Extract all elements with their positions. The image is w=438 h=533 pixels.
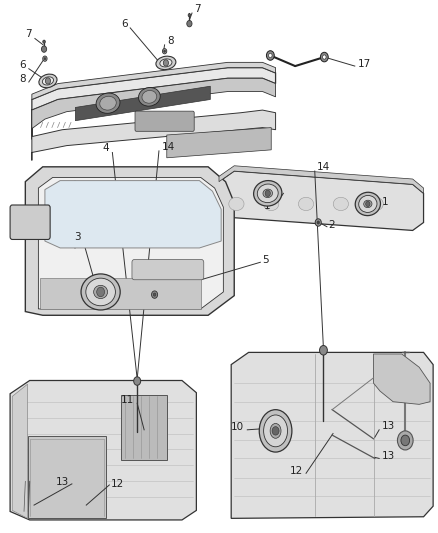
Circle shape	[315, 219, 321, 226]
Circle shape	[153, 293, 156, 296]
Text: 6: 6	[19, 60, 26, 70]
Text: 3: 3	[74, 232, 81, 242]
Circle shape	[46, 78, 50, 84]
Text: 17: 17	[357, 59, 371, 69]
Ellipse shape	[259, 410, 292, 452]
Text: 8: 8	[19, 74, 26, 84]
Circle shape	[265, 190, 270, 197]
Text: 14: 14	[162, 142, 175, 152]
Ellipse shape	[81, 274, 120, 310]
Circle shape	[134, 377, 141, 385]
Text: 13: 13	[382, 451, 396, 461]
Polygon shape	[219, 171, 424, 230]
Polygon shape	[25, 167, 234, 316]
Ellipse shape	[160, 59, 172, 67]
Circle shape	[322, 55, 326, 59]
Polygon shape	[219, 166, 424, 193]
Circle shape	[187, 20, 192, 27]
Ellipse shape	[156, 56, 176, 70]
Text: 12: 12	[111, 479, 124, 489]
Circle shape	[188, 13, 191, 17]
FancyBboxPatch shape	[10, 205, 50, 239]
Circle shape	[44, 58, 46, 60]
Polygon shape	[32, 68, 276, 139]
Circle shape	[43, 56, 47, 61]
FancyBboxPatch shape	[132, 260, 204, 280]
Text: 7: 7	[25, 29, 32, 39]
Ellipse shape	[264, 197, 279, 211]
Ellipse shape	[42, 77, 53, 85]
Text: 8: 8	[167, 36, 173, 46]
Circle shape	[320, 345, 327, 355]
Circle shape	[366, 201, 370, 207]
Circle shape	[397, 431, 413, 450]
Polygon shape	[32, 62, 276, 100]
Ellipse shape	[368, 197, 383, 211]
Text: 13: 13	[382, 421, 396, 431]
Circle shape	[164, 50, 166, 52]
Ellipse shape	[96, 93, 120, 114]
Text: 4: 4	[102, 143, 110, 153]
Text: 1: 1	[382, 197, 389, 207]
Circle shape	[266, 51, 274, 60]
Polygon shape	[10, 381, 196, 520]
Circle shape	[272, 426, 279, 435]
Polygon shape	[32, 78, 276, 139]
Ellipse shape	[138, 87, 160, 106]
Polygon shape	[167, 127, 271, 158]
Text: 7: 7	[194, 4, 201, 14]
Text: 14: 14	[317, 162, 330, 172]
Text: 15: 15	[18, 215, 32, 225]
Ellipse shape	[39, 74, 57, 88]
Ellipse shape	[229, 197, 244, 211]
Text: 12: 12	[290, 466, 304, 477]
Circle shape	[97, 287, 105, 297]
Text: 13: 13	[56, 478, 69, 488]
Ellipse shape	[364, 200, 372, 208]
Polygon shape	[374, 354, 430, 405]
Circle shape	[152, 291, 158, 298]
Ellipse shape	[142, 91, 157, 103]
Text: 10: 10	[231, 422, 244, 432]
FancyBboxPatch shape	[135, 111, 194, 131]
Text: 2: 2	[328, 220, 336, 230]
Circle shape	[43, 40, 46, 43]
Polygon shape	[45, 181, 221, 248]
Polygon shape	[75, 86, 210, 120]
Ellipse shape	[359, 196, 377, 213]
Circle shape	[162, 49, 167, 54]
Circle shape	[163, 60, 169, 66]
Ellipse shape	[264, 415, 288, 447]
Circle shape	[321, 52, 328, 62]
Text: 1: 1	[264, 201, 270, 211]
Circle shape	[401, 435, 410, 446]
Ellipse shape	[86, 278, 116, 306]
Ellipse shape	[270, 423, 281, 438]
Polygon shape	[121, 395, 167, 460]
Ellipse shape	[355, 192, 381, 216]
Text: 5: 5	[262, 255, 269, 265]
Text: 6: 6	[121, 19, 127, 29]
Polygon shape	[12, 384, 28, 519]
Polygon shape	[28, 436, 106, 519]
Ellipse shape	[263, 189, 272, 198]
Ellipse shape	[94, 285, 108, 298]
Ellipse shape	[100, 96, 116, 110]
Ellipse shape	[254, 181, 282, 206]
Polygon shape	[231, 352, 433, 519]
Polygon shape	[32, 110, 276, 160]
Ellipse shape	[257, 184, 278, 203]
Circle shape	[268, 53, 272, 58]
Polygon shape	[39, 177, 223, 309]
Ellipse shape	[333, 197, 349, 211]
Circle shape	[42, 46, 47, 52]
Ellipse shape	[298, 197, 314, 211]
Circle shape	[317, 221, 320, 224]
Polygon shape	[40, 278, 201, 309]
Text: 11: 11	[121, 395, 134, 405]
